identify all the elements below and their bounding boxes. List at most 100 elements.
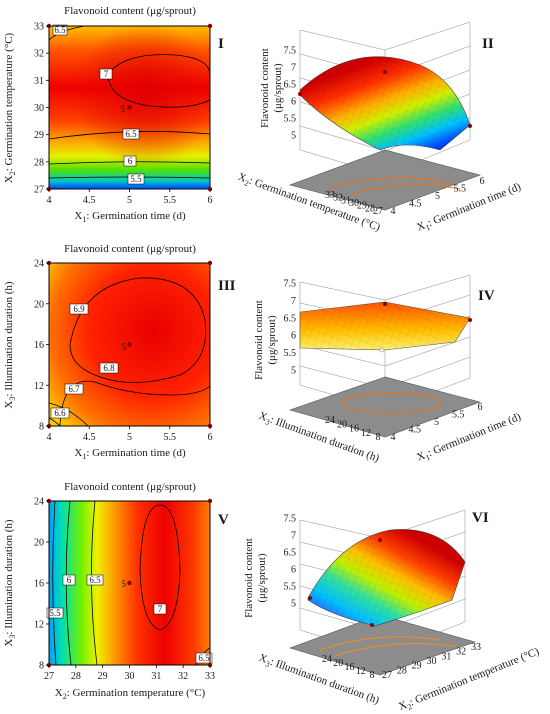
x-tick-label: 6 <box>208 432 213 443</box>
left-tick-label: 29 <box>357 201 367 212</box>
right-tick-label: 6 <box>480 176 485 187</box>
panel-iii-center-label: 5 <box>122 342 127 352</box>
left-tick-label: 20 <box>333 658 343 669</box>
left-tick-label: 16 <box>345 662 355 673</box>
panel-i-contour-label-6-5: 6.5 <box>125 129 137 139</box>
left-tick-label: 24 <box>325 415 335 426</box>
panel-iii-title: Flavonoid content (μg/sprout) <box>64 243 196 255</box>
panel-iii-contour: Flavonoid content (μg/sprout) 6.9 6.8 6.… <box>3 243 236 461</box>
z-tick-label: 6 <box>291 97 296 108</box>
right-tick-label: 4.5 <box>409 199 422 210</box>
panel-v-xlabel: X2: Germination temperature (°C) <box>55 687 206 701</box>
panel-iv-zlabel: Flavonoid content(μg/sprout) <box>253 300 278 380</box>
z-tick-label: 5 <box>291 599 296 610</box>
left-tick-label: 24 <box>322 654 332 665</box>
z-tick-label: 7.5 <box>284 514 297 525</box>
x-tick-label: 31 <box>151 671 161 682</box>
z-tick-label: 7 <box>291 63 296 74</box>
y-tick-label: 31 <box>34 76 44 87</box>
panel-v-label: V <box>218 512 229 528</box>
right-tick-label: 27 <box>382 670 392 681</box>
left-tick-label: 12 <box>356 666 366 677</box>
panel-v-contour-label-6: 6 <box>67 575 72 585</box>
x-tick-label: 32 <box>178 671 188 682</box>
panel-vi-floor <box>289 614 476 676</box>
x-tick-label: 5.5 <box>164 195 177 206</box>
y-tick-label: 8 <box>39 661 44 672</box>
left-tick-label: 8 <box>376 432 381 443</box>
panel-iv-surface: 5 5.5 6 6.5 7 7.5 Flavonoid content(μg/sprout… <box>253 274 523 465</box>
panel-vi-label: VI <box>472 510 489 526</box>
panel-iii-contour-label-6-7: 6.7 <box>68 384 80 394</box>
y-tick-label: 20 <box>34 538 44 549</box>
right-tick-label: 33 <box>471 642 481 653</box>
x-tick-label: 5.5 <box>164 432 177 443</box>
panel-ii-zlabel: Flavonoid content(μg/sprout) <box>259 48 284 128</box>
right-tick-label: 4 <box>391 206 396 217</box>
x-tick-label: 4.5 <box>83 195 96 206</box>
panel-i-contour-label-top: 6.5 <box>54 25 66 35</box>
y-tick-label: 29 <box>34 130 44 141</box>
y-tick-label: 24 <box>34 497 44 508</box>
left-tick-label: 27 <box>373 206 383 217</box>
y-tick-label: 24 <box>34 259 44 270</box>
panel-v-center-label: 5 <box>122 579 127 589</box>
left-tick-label: 12 <box>361 428 371 439</box>
panel-ii-surface: 5 5.5 6 6.5 7 7.5 Flavonoid content(μg/sprout… <box>236 21 523 234</box>
y-tick-label: 20 <box>34 299 44 310</box>
x-tick-label: 5 <box>127 195 132 206</box>
right-tick-label: 28 <box>397 665 407 676</box>
x-tick-label: 4.5 <box>83 432 96 443</box>
y-tick-label: 32 <box>34 49 44 60</box>
y-tick-label: 33 <box>34 22 44 33</box>
panel-ii-floor <box>289 149 481 211</box>
panel-v-contour-label-7: 7 <box>158 604 163 614</box>
design-point <box>127 105 132 110</box>
left-tick-label: 16 <box>349 424 359 435</box>
right-tick-label: 31 <box>441 651 451 662</box>
panel-i-contour-label-6: 6 <box>128 156 133 166</box>
right-tick-label: 5.5 <box>454 184 467 195</box>
panel-iii-contour-label-6-9: 6.9 <box>73 304 85 314</box>
x-tick-label: 6 <box>208 195 213 206</box>
design-point <box>127 580 132 586</box>
z-tick-label: 5.5 <box>284 582 297 593</box>
y-tick-label: 27 <box>34 185 44 196</box>
design-point <box>207 498 213 504</box>
left-tick-label: 33 <box>325 190 335 201</box>
right-tick-label: 30 <box>427 656 437 667</box>
panel-iii-xlabel: X1: Germination time (d) <box>74 447 186 461</box>
y-tick-label: 16 <box>34 340 44 351</box>
z-tick-label: 6.5 <box>284 313 297 324</box>
y-tick-label: 28 <box>34 157 44 168</box>
panel-i-contour-label-7: 7 <box>104 69 109 79</box>
left-tick-label: 8 <box>370 670 375 681</box>
panel-i-center-label: 5 <box>121 104 126 114</box>
z-tick-label: 7.5 <box>284 279 297 290</box>
x-tick-label: 27 <box>44 671 54 682</box>
left-tick-label: 30 <box>349 198 359 209</box>
design-point <box>207 260 213 266</box>
panel-i-contour-label-5-5: 5.5 <box>130 174 142 184</box>
panel-v-contour-label-5-5: 5.5 <box>49 608 61 618</box>
panel-ii-label: II <box>482 36 494 52</box>
panel-i-title: Flavonoid content (μg/sprout) <box>64 5 196 17</box>
right-tick-label: 5 <box>434 417 439 428</box>
right-tick-label: 29 <box>412 661 422 672</box>
z-tick-label: 5 <box>291 366 296 377</box>
panel-v-contour-label-6-5: 6.5 <box>89 575 101 585</box>
right-tick-label: 4 <box>391 432 396 443</box>
panel-iii-contour-label-6-8: 6.8 <box>103 363 115 373</box>
panel-iii-label: III <box>218 278 236 294</box>
x-tick-label: 30 <box>125 671 135 682</box>
x-tick-label: 4 <box>47 195 52 206</box>
x-tick-label: 33 <box>205 671 215 682</box>
y-tick-label: 8 <box>39 422 44 433</box>
panel-v-contour-label-corner: 6.5 <box>198 653 210 663</box>
z-tick-label: 6 <box>291 331 296 342</box>
left-tick-label: 32 <box>333 193 343 204</box>
z-tick-label: 7 <box>291 296 296 307</box>
panel-i-contour: Flavonoid content (μg/sprout) 6.5 7 6.5 … <box>3 5 224 224</box>
panel-i-label: I <box>218 36 224 52</box>
